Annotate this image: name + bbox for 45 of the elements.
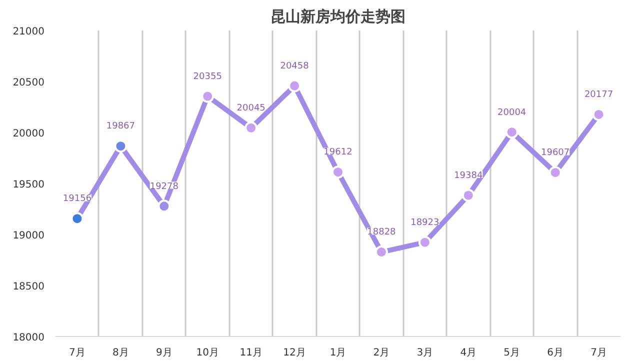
- data-label: 20458: [280, 61, 310, 72]
- x-tick-label: 12月: [283, 348, 306, 358]
- point: [158, 200, 171, 213]
- point: [201, 90, 214, 103]
- data-label: 20004: [498, 108, 526, 118]
- data-label: 18923: [410, 218, 440, 228]
- data-label: 19612: [324, 148, 352, 158]
- y-tick-label: 18000: [12, 332, 44, 344]
- x-tick-label: 1月: [330, 348, 346, 358]
- x-tick-label: 6月: [547, 348, 564, 358]
- data-label: 19867: [106, 122, 136, 132]
- data-label: 20045: [236, 104, 266, 114]
- point: [332, 166, 344, 179]
- point: [418, 236, 432, 249]
- data-label: 18828: [367, 228, 396, 238]
- data-label: 20177: [584, 90, 614, 100]
- y-tick-label: 19000: [12, 230, 44, 242]
- chart-title: 昆山新房均价走势图: [270, 8, 406, 26]
- x-tick-label: 4月: [460, 348, 477, 358]
- y-tick-label: 20000: [12, 128, 44, 140]
- x-tick-label: 11月: [240, 348, 262, 358]
- x-tick-label: 7月: [590, 348, 607, 358]
- point: [244, 121, 258, 134]
- x-tick-label: 7月: [69, 348, 86, 358]
- y-tick-label: 21000: [12, 26, 44, 38]
- data-label: 20355: [193, 72, 222, 82]
- point: [114, 140, 128, 153]
- point: [462, 188, 475, 202]
- x-tick-label: 3月: [416, 348, 434, 358]
- point: [548, 166, 562, 180]
- y-tick-label: 20500: [12, 78, 44, 88]
- x-tick-label: 2月: [373, 348, 390, 358]
- data-label: 19607: [540, 148, 570, 158]
- point: [70, 212, 84, 226]
- x-tick-label: 9月: [156, 348, 172, 358]
- x-tick-label: 8月: [112, 348, 129, 358]
- x-tick-label: 5月: [504, 348, 520, 358]
- point: [288, 79, 302, 92]
- data-label: 19384: [454, 170, 483, 181]
- y-tick-label: 18500: [12, 282, 44, 292]
- point: [505, 126, 518, 139]
- data-label: 19278: [150, 182, 179, 192]
- data-label: 19156: [62, 194, 92, 204]
- y-tick-label: 19500: [12, 180, 44, 190]
- x-tick-label: 10月: [196, 348, 219, 358]
